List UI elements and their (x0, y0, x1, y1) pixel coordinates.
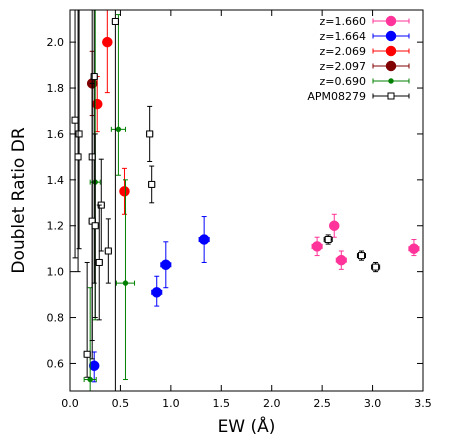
legend: z=1.660 z=1.664 z=2.069 z=2.097 z=0.690 APM08… (307, 15, 410, 103)
y-tick-label: 1.6 (47, 128, 65, 141)
data-point (151, 287, 162, 298)
data-point (90, 73, 98, 81)
data-point (311, 241, 323, 252)
series-z-1-660 (311, 213, 420, 270)
data-point (95, 258, 103, 266)
y-tick-label: 2.0 (47, 36, 65, 49)
legend-marker (385, 15, 397, 27)
y-tick-label: 1.0 (47, 266, 65, 279)
data-point (75, 130, 83, 138)
data-point (88, 360, 100, 372)
plot-frame (69, 9, 424, 392)
data-point (122, 280, 129, 286)
legend-item: z=2.069 (320, 45, 410, 58)
y-tick-label: 0.8 (47, 312, 65, 325)
data-point (357, 252, 365, 260)
series-z-1-664 (88, 216, 210, 383)
data-point (328, 220, 340, 231)
legend-item: APM08279 (307, 90, 410, 103)
legend-label: APM08279 (307, 90, 366, 103)
data-point (83, 350, 91, 358)
x-tick-label: 1.5 (213, 397, 231, 410)
legend-label: z=2.069 (320, 45, 366, 58)
data-point (198, 234, 210, 245)
legend-label: z=0.690 (320, 75, 366, 88)
legend-item: z=1.660 (320, 15, 410, 28)
data-point (160, 259, 172, 271)
legend-item: z=2.097 (320, 60, 410, 73)
data-point (87, 376, 93, 383)
data-point (372, 263, 380, 271)
legend-item: z=0.690 (320, 75, 410, 88)
x-axis-title: EW (Å) (218, 415, 276, 437)
x-tick-label: 3.5 (414, 397, 432, 410)
data-point (408, 243, 420, 254)
axis-ticks: 0.0 0.5 1.0 1.5 2.0 2.5 3.0 3.5 0.6 0.8 1.0 1.2 1.4 1… (47, 10, 432, 410)
legend-marker (388, 78, 394, 84)
data-point (74, 153, 82, 161)
data-point (119, 186, 130, 197)
data-point (104, 247, 112, 255)
data-point (71, 116, 79, 124)
data-markers (71, 9, 420, 391)
legend-item: z=1.664 (320, 30, 410, 43)
y-tick-label: 0.6 (47, 357, 65, 370)
data-point (115, 126, 122, 133)
legend-marker (385, 60, 397, 72)
error-bar (83, 287, 97, 391)
data-point (102, 36, 113, 48)
data-point (148, 180, 156, 188)
y-tick-label: 1.4 (47, 174, 65, 187)
data-point (146, 130, 154, 138)
legend-marker (385, 30, 397, 42)
y-tick-label: 1.2 (47, 220, 65, 233)
series-z-0-690 (83, 10, 136, 391)
y-tick-label: 1.8 (47, 82, 65, 95)
x-tick-label: 0.0 (61, 397, 79, 410)
legend-label: z=1.660 (320, 15, 366, 28)
legend-marker (385, 45, 397, 57)
x-tick-label: 3.0 (364, 397, 382, 410)
data-point (111, 17, 119, 25)
data-point (324, 236, 332, 244)
x-tick-label: 0.5 (112, 397, 130, 410)
x-tick-label: 1.0 (162, 397, 180, 410)
y-axis-title: Doublet Ratio DR (9, 127, 29, 273)
data-point (336, 254, 347, 266)
legend-marker (387, 92, 395, 100)
legend-label: z=1.664 (320, 30, 366, 43)
data-point (91, 222, 99, 230)
series-apm08279 (71, 10, 381, 391)
x-tick-label: 2.5 (313, 397, 331, 410)
x-tick-label: 2.0 (263, 397, 281, 410)
legend-label: z=2.097 (320, 60, 366, 73)
